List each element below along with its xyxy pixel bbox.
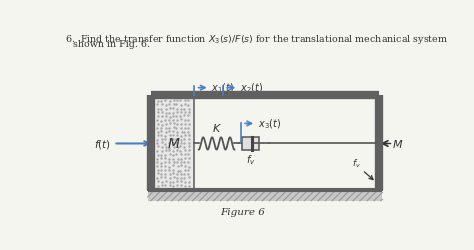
Text: $f_v$: $f_v$ — [167, 155, 176, 167]
Text: shown in Fig. 6.: shown in Fig. 6. — [73, 40, 150, 49]
Text: Figure 6: Figure 6 — [220, 208, 265, 216]
Text: $M$: $M$ — [392, 138, 403, 150]
Text: $f(t)$: $f(t)$ — [94, 138, 111, 150]
Text: $f_v$: $f_v$ — [353, 157, 362, 170]
Bar — [242, 138, 259, 150]
Text: 6.  Find the transfer function $X_3(s)/F(s)$ for the translational mechanical sy: 6. Find the transfer function $X_3(s)/F(… — [65, 33, 449, 46]
Text: $K$: $K$ — [211, 122, 221, 134]
Text: $M$: $M$ — [167, 137, 181, 151]
Text: $f_v$: $f_v$ — [168, 121, 177, 134]
Text: $x_3(t)$: $x_3(t)$ — [258, 117, 281, 131]
Text: $x_2(t)$: $x_2(t)$ — [240, 82, 263, 95]
Text: $x_1(t)$: $x_1(t)$ — [211, 82, 234, 95]
Bar — [147, 190, 383, 201]
Bar — [154, 98, 194, 190]
Text: $f_v$: $f_v$ — [246, 152, 255, 166]
